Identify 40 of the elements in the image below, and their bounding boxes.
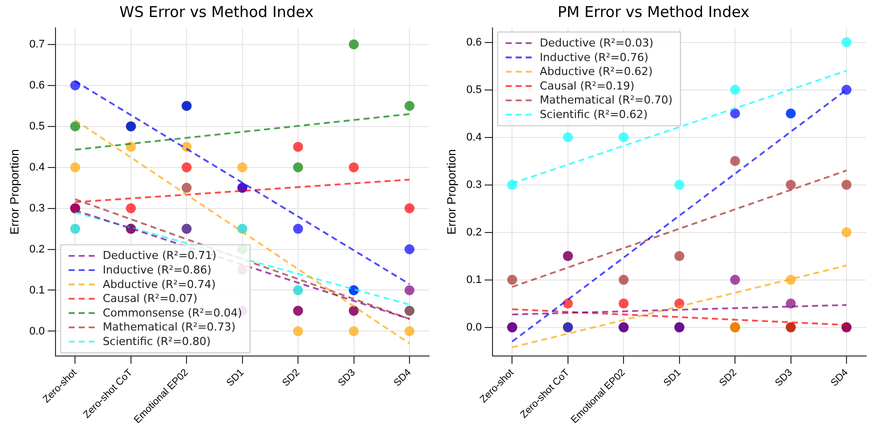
y-tick-label: 0.6: [29, 79, 45, 92]
y-tick-label: 0.4: [466, 131, 482, 144]
y-tick-label: 0.0: [466, 321, 482, 334]
legend-label: Scientific (R²=0.80): [102, 335, 211, 348]
y-tick-label: 0.5: [466, 84, 482, 96]
y-tick-label: 0.5: [29, 120, 45, 132]
y-axis-title: Error Proportion: [8, 149, 22, 235]
legend-label: Mathematical (R²=0.70): [540, 94, 672, 107]
chart-title: PM Error vs Method Index: [558, 2, 750, 21]
x-tick-label: SD3: [336, 367, 358, 389]
y-axis-title: Error Proportion: [444, 149, 459, 235]
x-tick-label: SD4: [829, 367, 851, 389]
y-tick-label: 0.3: [29, 202, 45, 214]
chart-title: WS Error vs Method Index: [119, 2, 314, 21]
legend-label: Deductive (R²=0.03): [540, 36, 654, 50]
legend-label: Inductive (R²=0.86): [102, 264, 212, 277]
legend-label: Causal (R²=0.19): [540, 79, 634, 92]
y-tick-label: 0.4: [29, 161, 45, 174]
legend-label: Deductive (R²=0.71): [102, 249, 216, 262]
legend-label: Causal (R²=0.07): [102, 292, 198, 306]
x-tick-label: SD1: [662, 367, 684, 389]
legend-label: Abductive (R²=0.62): [540, 65, 653, 78]
legend-label: Inductive (R²=0.76): [540, 50, 648, 64]
y-tick-label: 0.2: [29, 243, 45, 256]
y-tick-label: 0.2: [466, 226, 482, 238]
y-tick-label: 0.6: [466, 36, 482, 48]
x-tick-label: SD3: [773, 367, 796, 389]
legend-label: Abductive (R²=0.74): [102, 278, 216, 291]
y-tick-label: 0.7: [29, 38, 45, 50]
x-tick-label: SD2: [280, 367, 302, 389]
x-tick-label: SD4: [392, 367, 414, 389]
y-tick-label: 0.0: [29, 325, 45, 338]
x-tick-label: SD1: [224, 367, 247, 389]
y-tick-label: 0.1: [29, 284, 45, 296]
x-tick-label: SD2: [718, 367, 740, 389]
y-tick-label: 0.1: [466, 274, 482, 286]
legend-label: Scientific (R²=0.62): [540, 108, 648, 122]
legend-label: Mathematical (R²=0.73): [102, 320, 236, 334]
y-tick-label: 0.3: [466, 178, 482, 191]
legend-label: Commonsense (R²=0.04): [102, 306, 242, 320]
